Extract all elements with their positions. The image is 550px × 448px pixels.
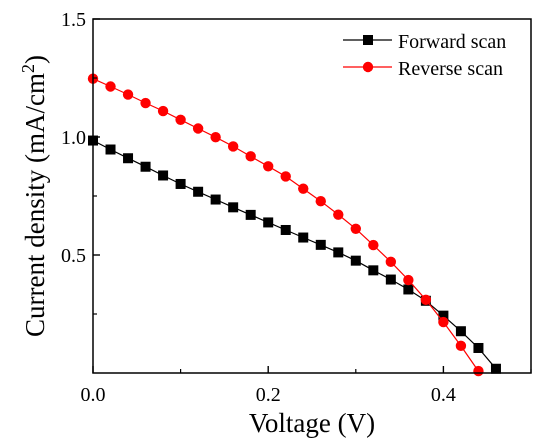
reverse-scan-point <box>403 274 414 286</box>
reverse-scan-point <box>333 209 344 220</box>
forward-scan-point <box>490 363 501 374</box>
reverse-scan-point <box>192 123 204 134</box>
legend-forward-label: Forward scan <box>398 31 506 53</box>
y-tick-label: 1.0 <box>61 127 86 149</box>
x-tick-label: 0.2 <box>256 384 281 406</box>
legend-reverse-marker <box>362 61 374 73</box>
forward-scan-point <box>280 224 291 235</box>
legend: Forward scan Reverse scan <box>343 31 506 80</box>
forward-scan-point <box>438 310 449 321</box>
reverse-scan-point <box>385 256 397 268</box>
reverse-scan-point <box>157 105 169 117</box>
x-axis-label: Voltage (V) <box>249 408 375 438</box>
reverse-scan-point <box>438 316 449 328</box>
reverse-scan-point <box>298 183 309 194</box>
forward-scan-point <box>385 274 396 285</box>
x-tick-label: 0.4 <box>431 384 456 406</box>
y-axis-label-sup: 2 <box>18 64 38 73</box>
forward-scan-point <box>210 194 221 205</box>
tick-layer: 0.0 0.2 0.4 0.5 1.0 1.5 <box>61 9 532 406</box>
forward-scan-point <box>140 161 151 172</box>
legend-reverse-label: Reverse scan <box>398 58 503 80</box>
reverse-scan-point <box>175 114 186 125</box>
forward-scan-point <box>158 170 169 181</box>
forward-scan-point <box>368 265 379 276</box>
y-axis-label: Current density (mA/cm2) <box>18 55 50 337</box>
reverse-scan-point <box>263 161 274 172</box>
legend-forward-marker <box>363 35 373 45</box>
reverse-scan-point <box>420 294 432 306</box>
reverse-scan-point <box>122 89 134 100</box>
x-tick-label: 0.0 <box>81 384 106 406</box>
reverse-scan-point <box>280 171 291 182</box>
reverse-scan-point <box>227 141 239 152</box>
y-tick-label: 0.5 <box>61 245 86 267</box>
forward-scan-point <box>193 186 204 197</box>
y-tick-label: 1.5 <box>61 9 86 31</box>
forward-scan-point <box>350 255 361 266</box>
forward-scan-point <box>175 178 186 189</box>
forward-scan-point <box>333 247 344 258</box>
y-axis-label-main: Current density (mA/cm <box>20 73 50 337</box>
reverse-scan-point <box>473 365 484 377</box>
reverse-scan-point <box>105 81 116 92</box>
reverse-scan-point <box>245 151 256 162</box>
reverse-scan-point <box>210 132 221 143</box>
forward-scan-point <box>263 217 274 228</box>
forward-scan-point <box>228 202 239 213</box>
reverse-scan-point <box>350 223 361 235</box>
forward-scan-point <box>473 342 484 353</box>
forward-scan-point <box>123 153 134 164</box>
reverse-scan-point <box>140 97 151 109</box>
forward-scan-point <box>455 326 466 337</box>
forward-scan-point <box>105 144 116 155</box>
y-axis-label-tail: ) <box>20 55 50 64</box>
forward-scan-point <box>298 232 309 243</box>
forward-scan-point <box>315 239 326 250</box>
reverse-scan-point <box>455 340 467 352</box>
plot-layer <box>87 73 501 377</box>
forward-scan-point <box>245 209 256 220</box>
reverse-scan-point <box>368 239 379 251</box>
forward-scan-point <box>403 284 414 295</box>
reverse-scan-point <box>315 195 326 207</box>
